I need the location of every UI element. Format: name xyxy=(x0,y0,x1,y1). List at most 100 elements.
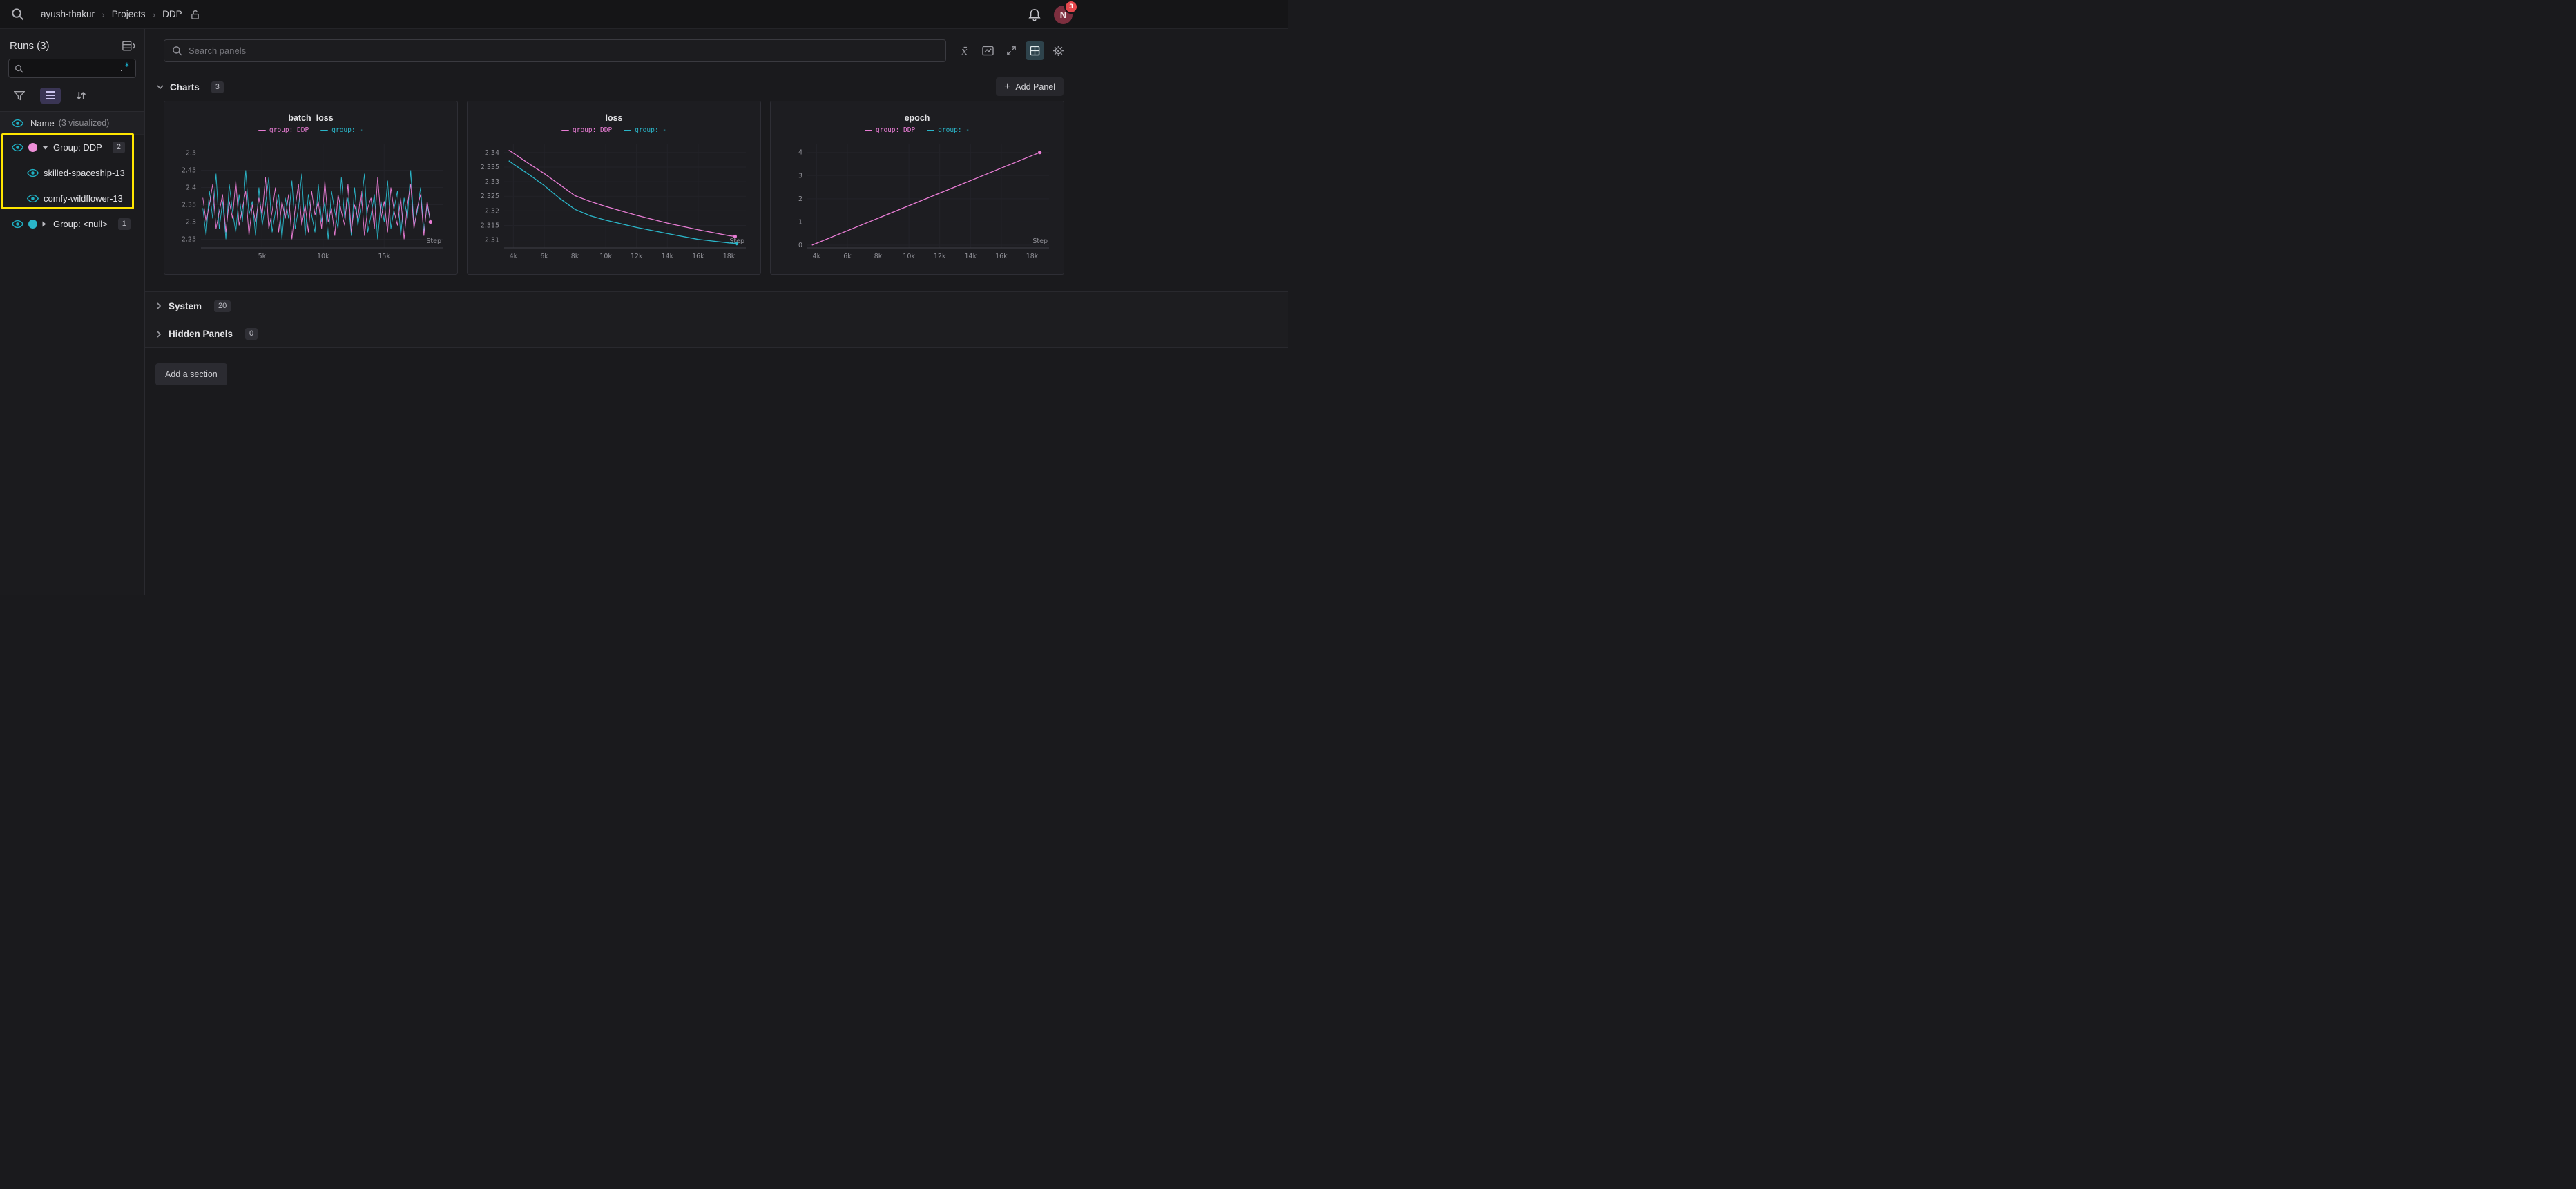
legend-item[interactable]: group: - xyxy=(320,126,363,134)
search-icon xyxy=(15,64,23,73)
run-group-row[interactable]: Group: DDP 2 xyxy=(0,135,144,160)
filter-funnel-icon[interactable] xyxy=(14,90,25,101)
x-tick-label: 12k xyxy=(631,253,643,260)
visibility-eye-icon[interactable] xyxy=(12,119,23,128)
series-line xyxy=(508,149,736,238)
run-list: Group: DDP 2 skilled-spaceship-13 comfy-wil… xyxy=(0,133,144,237)
workspace: x̄ Charts 3 + Add Panel batch_loss group:… xyxy=(145,29,1288,594)
breadcrumb: ayush-thakur › Projects › DDP xyxy=(41,9,200,20)
legend-label: group: DDP xyxy=(269,126,309,134)
chart-panel-batch_loss[interactable]: batch_loss group: DDP group: -2.25 2.3 2.35 2… xyxy=(164,101,458,275)
runs-title: Runs (3) xyxy=(10,40,50,52)
legend-item[interactable]: group: DDP xyxy=(258,126,309,134)
fullscreen-icon[interactable] xyxy=(1002,41,1021,60)
regex-toggle[interactable]: . * xyxy=(119,61,130,73)
run-row[interactable]: comfy-wildflower-13 xyxy=(0,186,144,211)
global-search-icon[interactable] xyxy=(11,8,24,21)
name-column-label: Name xyxy=(30,117,55,128)
section-label: Hidden Panels xyxy=(169,329,233,339)
x-tick-label: 4k xyxy=(813,253,821,260)
run-group: Group: <null> 1 xyxy=(0,211,144,237)
chart-plot[interactable]: 2.25 2.3 2.35 2.4 2.45 2.5 5k 10k 15k Step xyxy=(169,139,452,266)
legend-swatch-icon xyxy=(320,129,329,131)
regex-star: * xyxy=(124,61,130,72)
legend-item[interactable]: group: - xyxy=(624,126,666,134)
series-end-dot xyxy=(1038,151,1042,155)
y-tick-label: 2.31 xyxy=(485,237,499,244)
section-system-header[interactable]: System 20 xyxy=(145,291,1288,320)
x-tick-label: 8k xyxy=(571,253,579,260)
legend-swatch-icon xyxy=(927,129,935,131)
section-hidden-panels-header[interactable]: Hidden Panels 0 xyxy=(145,320,1288,348)
legend-swatch-icon xyxy=(624,129,632,131)
panel-preview-icon[interactable] xyxy=(979,41,997,60)
legend-item[interactable]: group: DDP xyxy=(561,126,612,134)
aggregate-mean-icon[interactable]: x̄ xyxy=(955,41,974,60)
visibility-eye-icon[interactable] xyxy=(12,143,23,152)
run-name: skilled-spaceship-13 xyxy=(44,168,125,178)
x-tick-label: 14k xyxy=(662,253,674,260)
run-row[interactable]: skilled-spaceship-13 xyxy=(0,160,144,186)
runs-sidebar: Runs (3) . * Name (3 visualized) Group: … xyxy=(0,29,145,594)
breadcrumb-project-name[interactable]: DDP xyxy=(162,9,182,19)
legend-swatch-icon xyxy=(258,129,267,131)
chart-plot[interactable]: 0 1 2 3 4 4k 6k 8k 10k 12k 14k 16k 18k Step xyxy=(776,139,1059,266)
lock-open-icon xyxy=(191,10,200,19)
visualized-note: (3 visualized) xyxy=(58,118,110,128)
chart-legend: group: DDP group: - xyxy=(771,126,1064,134)
visibility-eye-icon[interactable] xyxy=(27,168,39,177)
settings-gear-icon[interactable] xyxy=(1049,41,1068,60)
chevron-down-icon[interactable] xyxy=(42,146,48,150)
regex-dot: . xyxy=(119,64,124,73)
run-group-row[interactable]: Group: <null> 1 xyxy=(0,211,144,237)
add-section-button[interactable]: Add a section xyxy=(155,363,227,385)
series-line xyxy=(508,160,737,244)
chart-panel-loss[interactable]: loss group: DDP group: - 2.31 2.315 2.32 2.325… xyxy=(467,101,761,275)
series-line xyxy=(202,177,431,240)
x-tick-label: 5k xyxy=(258,253,267,260)
x-tick-label: 10k xyxy=(903,253,915,260)
breadcrumb-projects[interactable]: Projects xyxy=(111,9,146,19)
chart-title: batch_loss xyxy=(288,113,334,123)
section-charts-header[interactable]: Charts 3 + Add Panel xyxy=(157,77,1064,96)
visibility-eye-icon[interactable] xyxy=(27,194,39,203)
chart-legend: group: DDP group: - xyxy=(164,126,457,134)
section-label: Charts xyxy=(170,81,200,93)
breadcrumb-entity[interactable]: ayush-thakur xyxy=(41,9,95,19)
visibility-eye-icon[interactable] xyxy=(12,220,23,229)
legend-item[interactable]: group: DDP xyxy=(865,126,915,134)
chevron-down-icon[interactable] xyxy=(157,84,164,90)
list-view-toggle-icon[interactable] xyxy=(40,87,61,104)
notifications-bell-icon[interactable] xyxy=(1028,8,1041,21)
group-color-dot xyxy=(28,143,37,152)
x-tick-label: 18k xyxy=(723,253,736,260)
chart-panel-epoch[interactable]: epoch group: DDP group: - 0 1 2 3 4 4k 6k 8k 10k 12k… xyxy=(770,101,1064,275)
section-count-badge: 0 xyxy=(245,328,258,340)
series-end-dot xyxy=(733,234,737,239)
runs-search-input[interactable] xyxy=(28,64,115,73)
runs-table-expand-icon[interactable] xyxy=(122,41,136,51)
group-color-dot xyxy=(28,220,37,229)
group-label: Group: DDP xyxy=(53,142,102,153)
workspace-toolbar: x̄ xyxy=(145,29,1288,62)
x-tick-label: 8k xyxy=(874,253,883,260)
panel-grid-icon[interactable] xyxy=(1026,41,1044,60)
search-panels-input[interactable] xyxy=(189,46,938,56)
legend-item[interactable]: group: - xyxy=(927,126,970,134)
chart-plot[interactable]: 2.31 2.315 2.32 2.325 2.33 2.335 2.34 4k 6k 8k 10k… xyxy=(472,139,756,266)
add-panel-label: Add Panel xyxy=(1015,81,1055,92)
group-count-badge: 1 xyxy=(117,218,131,230)
add-panel-button[interactable]: + Add Panel xyxy=(995,77,1064,96)
chevron-right-icon[interactable] xyxy=(42,221,48,227)
avatar[interactable]: N 3 xyxy=(1054,1,1077,24)
y-tick-label: 2.315 xyxy=(481,222,499,230)
x-tick-label: 16k xyxy=(995,253,1008,260)
chevron-right-icon[interactable] xyxy=(157,330,162,338)
x-axis-label: Step xyxy=(1032,238,1048,245)
y-tick-label: 2.5 xyxy=(186,150,196,157)
chevron-right-icon[interactable] xyxy=(157,302,162,309)
y-tick-label: 4 xyxy=(798,149,802,157)
legend-swatch-icon xyxy=(865,129,873,131)
runs-name-header[interactable]: Name (3 visualized) xyxy=(0,111,144,135)
sort-icon[interactable] xyxy=(76,90,86,101)
